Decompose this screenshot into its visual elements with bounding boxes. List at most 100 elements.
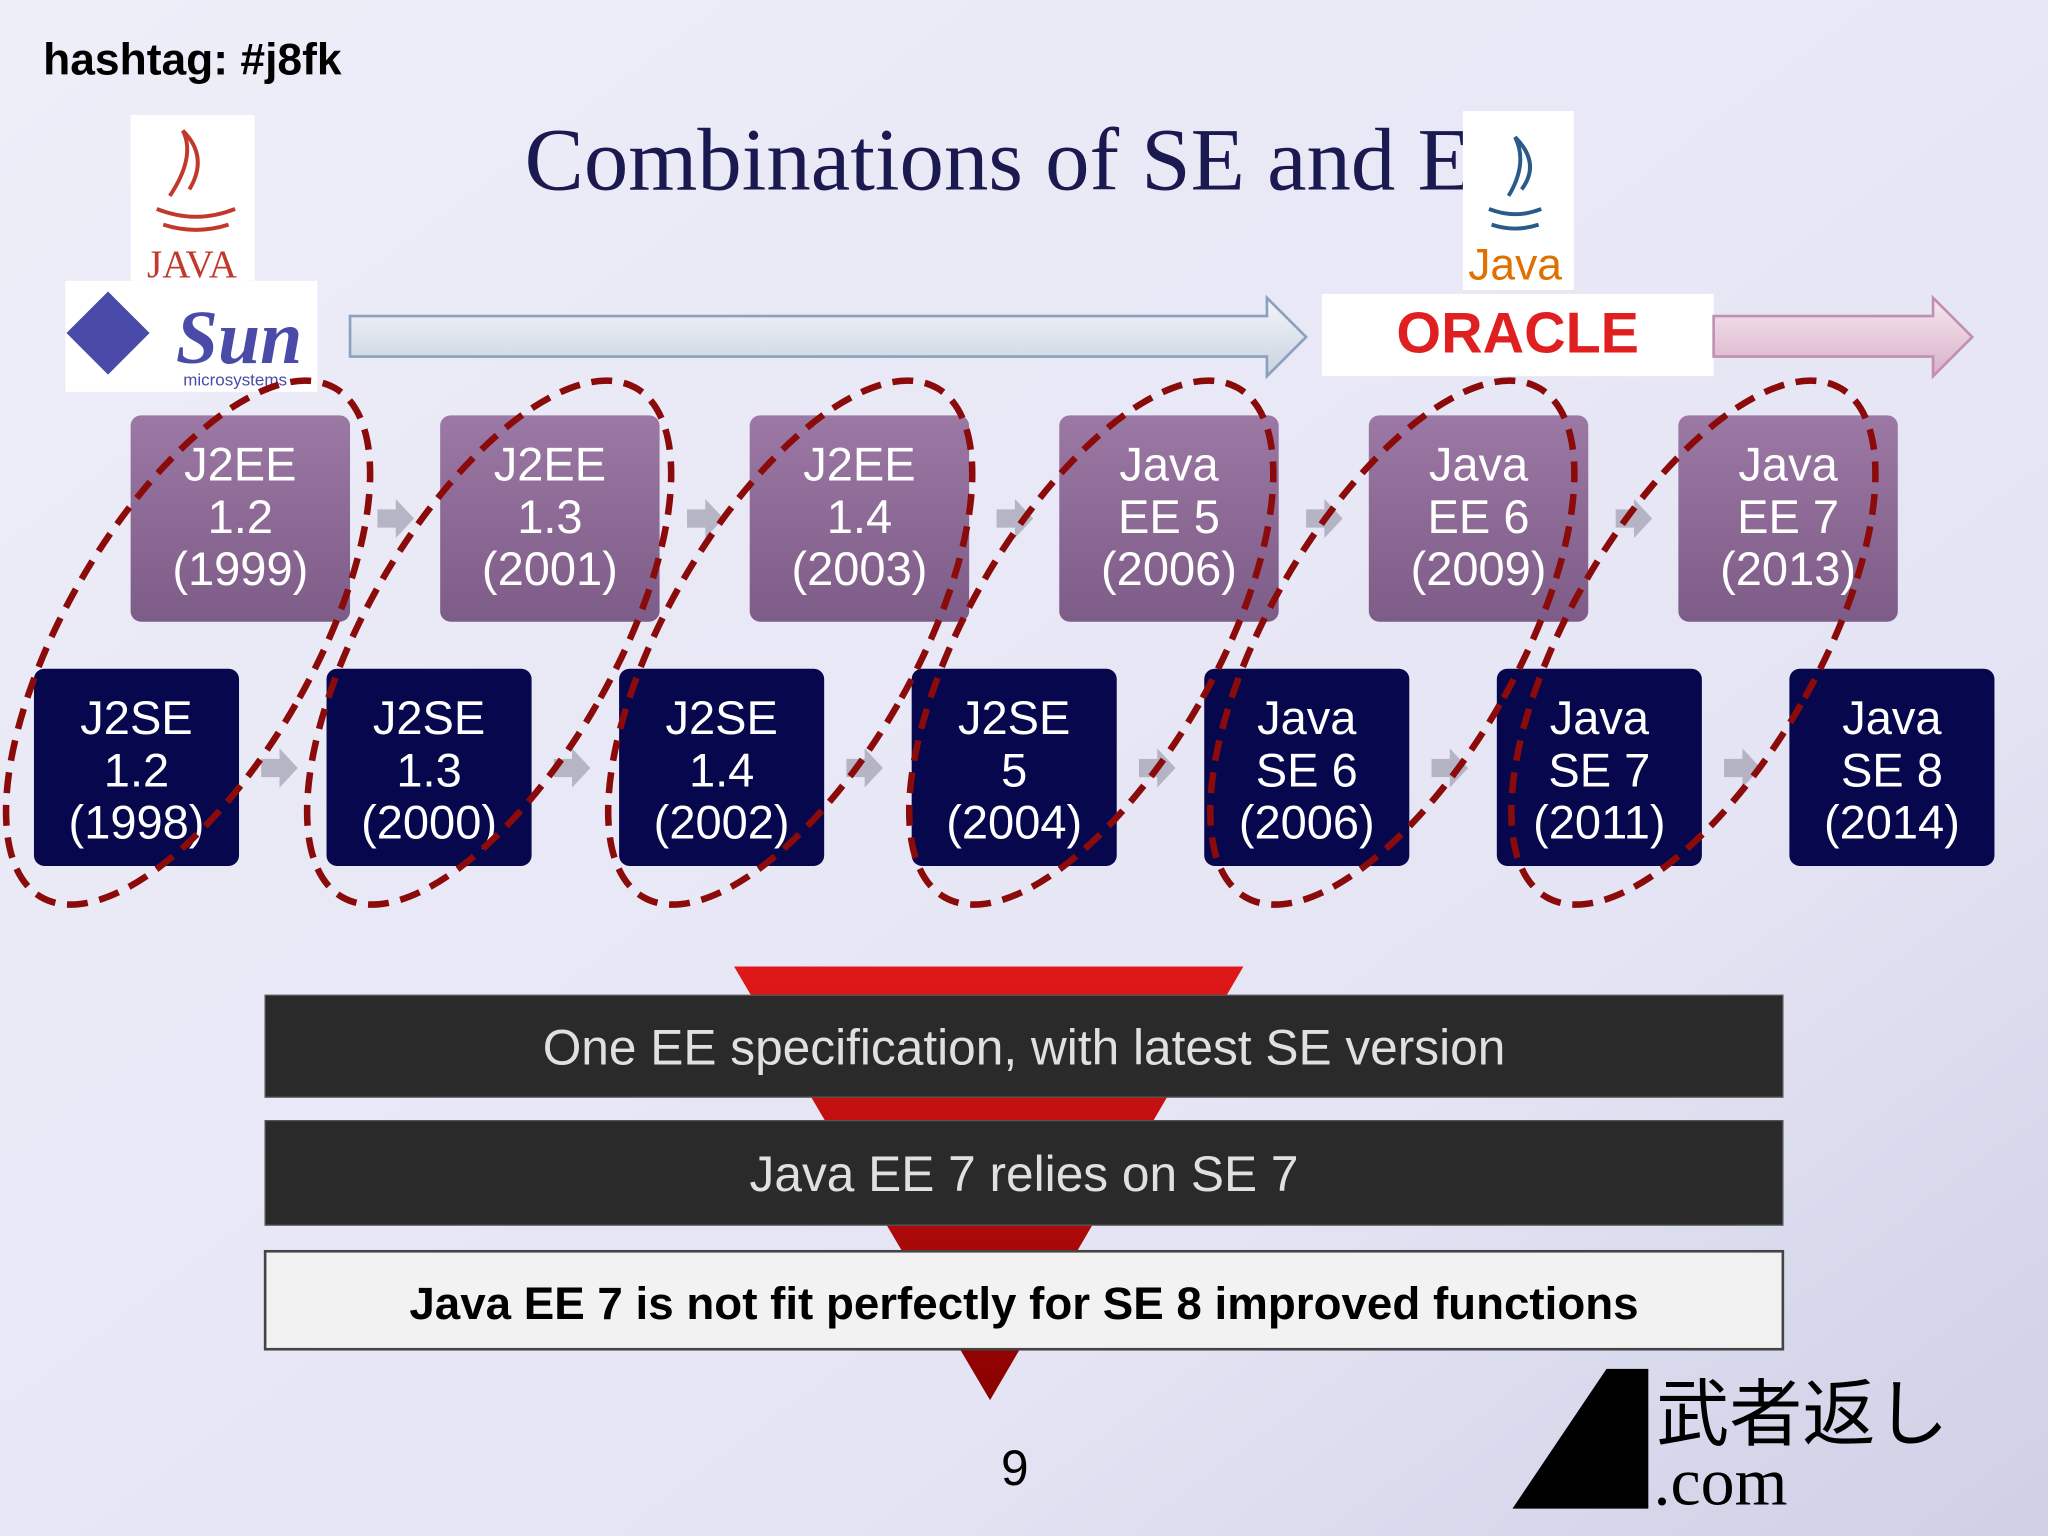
pair-highlight [905, 377, 1277, 908]
label-line: (2006) [1239, 796, 1375, 849]
oracle-logo [1321, 293, 1714, 377]
label-line: Java [1257, 691, 1357, 744]
label-line: (2001) [482, 542, 618, 595]
se-box [619, 668, 825, 866]
pair-highlight [303, 377, 675, 908]
brand-name: 武者返し [1656, 1372, 1949, 1457]
se-label: J2SE 1.4 (2002) [654, 691, 790, 848]
se-box [911, 668, 1117, 866]
label-line: 1.3 [396, 743, 461, 796]
label-line: EE 7 [1737, 490, 1839, 543]
label-line: J2EE [803, 438, 915, 491]
se-box [1204, 668, 1410, 866]
label-line: (2013) [1720, 542, 1856, 595]
label-line: (2011) [1533, 796, 1665, 849]
ee-label: Java EE 5 (2006) [1101, 438, 1237, 595]
label-line: 1.4 [689, 743, 754, 796]
label-line: (2004) [946, 796, 1082, 849]
label-line: Java [1738, 438, 1838, 491]
label-line: SE 6 [1256, 743, 1358, 796]
label-line: (1998) [69, 796, 205, 849]
hashtag: hashtag: #j8fk [43, 35, 342, 84]
callout-text: Java EE 7 relies on SE 7 [750, 1146, 1299, 1202]
se-label: Java SE 8 (2014) [1824, 691, 1960, 848]
label-line: SE 8 [1841, 743, 1943, 796]
step-arrow [996, 498, 1034, 539]
ee-label: Java EE 6 (2009) [1411, 438, 1547, 595]
label-line: Java [1119, 438, 1219, 491]
ee-box [1368, 415, 1589, 622]
label-line: SE 7 [1548, 743, 1650, 796]
conclusion-box [263, 1249, 1785, 1351]
ee-box [130, 415, 351, 622]
label-line: J2SE [958, 691, 1070, 744]
label-line: Java [1429, 438, 1529, 491]
label-line: J2EE [494, 438, 606, 491]
callout-bar [264, 994, 1784, 1098]
timeline-arrow-oracle [1712, 294, 1975, 380]
se-label: J2SE 1.2 (1998) [69, 691, 205, 848]
se-box [33, 668, 240, 866]
label-line: 1.4 [827, 490, 892, 543]
label-line: (2000) [361, 796, 497, 849]
label-line: EE 6 [1428, 490, 1530, 543]
ee-label: Java EE 7 (2013) [1720, 438, 1856, 595]
label-line: Java [1842, 691, 1942, 744]
step-arrow [1431, 748, 1469, 788]
se-box [1496, 668, 1702, 866]
java-cup-right [1488, 135, 1542, 231]
label-line: 5 [1001, 743, 1027, 796]
page-number: 9 [1001, 1440, 1029, 1496]
pair-highlight [2, 377, 374, 908]
label-line: Java [1550, 691, 1650, 744]
java-cup [156, 129, 236, 232]
oracle-text: ORACLE [1396, 302, 1639, 366]
se-label: J2SE 1.3 (2000) [361, 691, 497, 848]
label-line: J2SE [665, 691, 777, 744]
step-arrow [687, 498, 724, 539]
step-arrow [1724, 748, 1761, 788]
ee-box [749, 415, 970, 622]
label-line: J2SE [373, 691, 485, 744]
label-line: 1.2 [208, 490, 273, 543]
se-label: J2SE 5 (2004) [946, 691, 1082, 848]
label-line: EE 5 [1118, 490, 1220, 543]
label-line: (2003) [791, 542, 927, 595]
label-line: J2SE [80, 691, 192, 744]
version-grid: J2EE 1.2 (1999)J2EE 1.3 (2001)J2EE 1.4 (2003)J… [2, 377, 1995, 908]
label-line: (2002) [654, 796, 790, 849]
label-line: (2006) [1101, 542, 1237, 595]
label-line: (2014) [1824, 796, 1960, 849]
pair-highlight [604, 377, 976, 908]
java-logo-text: JAVA [147, 243, 237, 286]
se-box [1789, 668, 1995, 866]
sun-text: Sun [176, 296, 302, 380]
sun-mark [66, 291, 150, 375]
pair-highlight [1508, 377, 1879, 908]
ee-box [1678, 415, 1898, 622]
sun-subtext: microsystems [183, 370, 287, 389]
brand-mark [1512, 1368, 1649, 1509]
label-line: (2009) [1411, 542, 1547, 595]
ee-label: J2EE 1.3 (2001) [482, 438, 618, 595]
conclusion-text: Java EE 7 is not fit perfectly for SE 8 … [409, 1278, 1638, 1329]
label-line: (1999) [172, 542, 308, 595]
timeline-arrow [348, 294, 1308, 380]
step-arrow [846, 748, 883, 788]
callout-text: One EE specification, with latest SE ver… [543, 1019, 1506, 1075]
ee-label: J2EE 1.2 (1999) [172, 438, 308, 595]
se-label: Java SE 6 (2006) [1239, 691, 1375, 848]
ee-box [1059, 415, 1279, 622]
brand-domain: .com [1654, 1444, 1788, 1520]
label-line: 1.3 [517, 490, 582, 543]
step-arrow [553, 748, 591, 788]
label-line: J2EE [184, 438, 296, 491]
step-arrow [1615, 498, 1653, 539]
se-box [326, 668, 532, 866]
label-line: 1.2 [104, 743, 169, 796]
ee-box [440, 415, 660, 622]
se-label: Java SE 7 (2011) [1533, 691, 1665, 848]
step-arrow [377, 498, 415, 539]
callout-bar [264, 1119, 1784, 1226]
